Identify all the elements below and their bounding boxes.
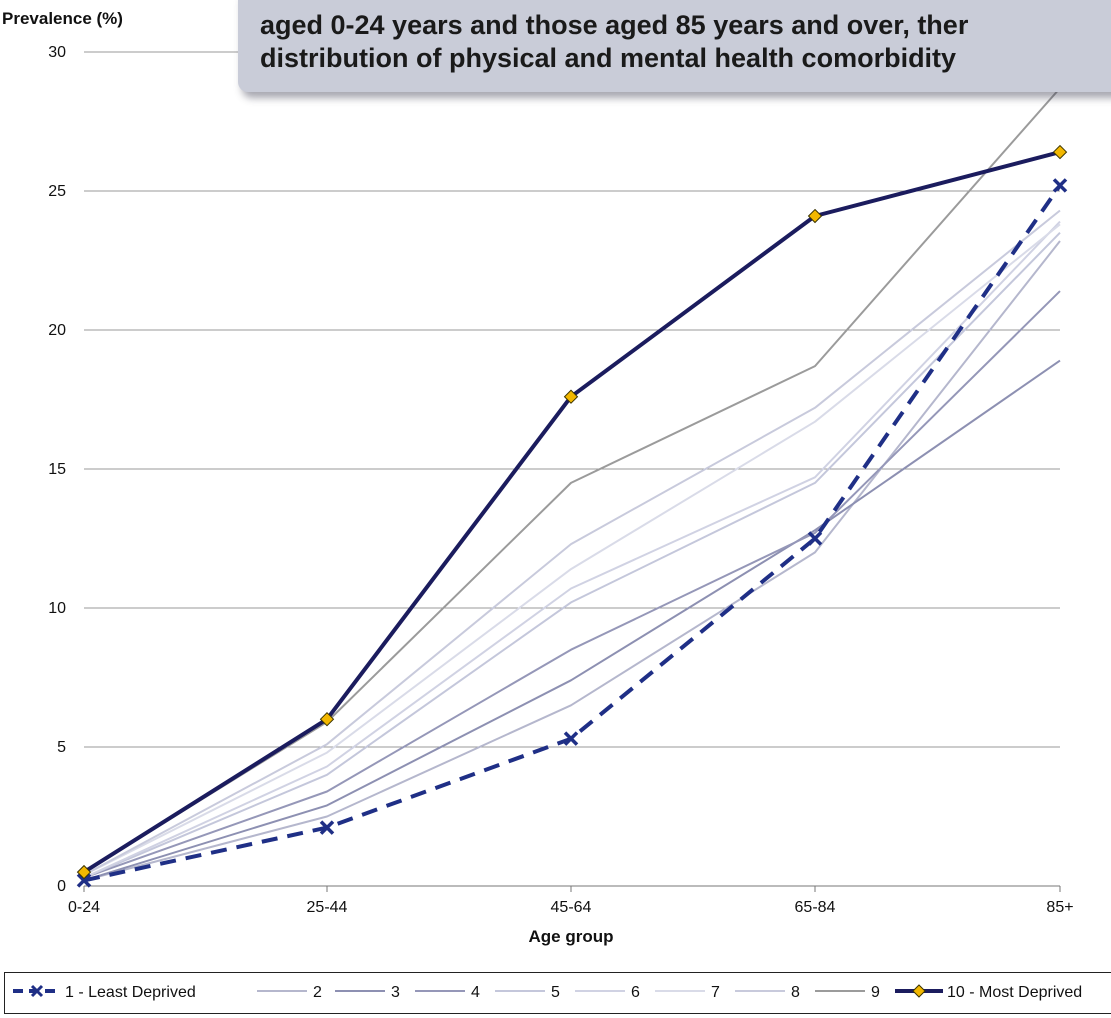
marker-stroke — [1052, 178, 1068, 193]
x-tick-label: 85+ — [1046, 899, 1073, 916]
legend-entry: 4 — [415, 984, 480, 1001]
data-point-marker — [563, 389, 579, 404]
legend-label: 10 - Most Deprived — [947, 984, 1082, 1001]
data-point-marker — [319, 820, 335, 835]
data-point-marker — [319, 711, 335, 727]
y-axis-title: Prevalence (%) — [2, 9, 123, 28]
y-tick-label: 25 — [48, 183, 66, 200]
marker-stroke — [807, 531, 823, 546]
x-tick-label: 45-64 — [551, 899, 592, 916]
series-line-1 — [83, 184, 1062, 883]
series-line-9 — [83, 87, 1061, 873]
legend-entry: 8 — [735, 984, 800, 1001]
series-line-5 — [83, 232, 1061, 879]
legend-entry: 7 — [655, 984, 720, 1001]
y-tick-label: 15 — [48, 461, 66, 478]
legend-label: 4 — [471, 984, 480, 1001]
series-line-3 — [83, 359, 1061, 882]
data-point-marker — [807, 208, 823, 224]
marker-stroke — [319, 820, 335, 835]
data-point-marker — [807, 531, 823, 546]
legend-label: 9 — [871, 984, 880, 1001]
legend-label: 7 — [711, 984, 720, 1001]
legend-entry: 3 — [335, 984, 400, 1001]
series-line-2 — [83, 240, 1061, 882]
legend-label: 8 — [791, 984, 800, 1001]
data-point-marker — [1052, 144, 1068, 160]
legend-entries: 1 - Least Deprived 2 3 4 5 6 7 8 9 10 - Most Depr… — [13, 984, 1082, 1001]
marker-stroke — [76, 873, 92, 888]
x-tick-label: 65-84 — [795, 899, 836, 916]
callout-line-2: distribution of physical and mental heal… — [260, 43, 957, 73]
callout-box: aged 0-24 years and those aged 85 years … — [238, 0, 1111, 92]
data-point-marker — [76, 864, 92, 880]
legend-entry: 6 — [575, 984, 640, 1001]
legend-marker — [30, 984, 44, 998]
legend-entry: 5 — [495, 984, 560, 1001]
series-line-7 — [83, 223, 1061, 876]
legend-label: 6 — [631, 984, 640, 1001]
marker-stroke — [563, 731, 579, 746]
legend-entry: 10 - Most Deprived — [895, 984, 1082, 1001]
legend-label: 2 — [313, 984, 322, 1001]
x-tick-label: 0-24 — [68, 899, 100, 916]
x-axis-title: Age group — [529, 927, 614, 946]
legend-entry: 1 - Least Deprived — [13, 984, 196, 1001]
y-tick-label: 10 — [48, 600, 66, 617]
legend-marker — [912, 984, 926, 998]
legend-entry: 2 — [257, 984, 322, 1001]
x-tick-label: 25-44 — [307, 899, 348, 916]
legend: 1 - Least Deprived 2 3 4 5 6 7 8 9 10 - Most Depr… — [4, 972, 1111, 1014]
y-tick-label: 5 — [57, 739, 66, 756]
legend-entry: 9 — [815, 984, 880, 1001]
legend-label: 3 — [391, 984, 400, 1001]
series-line-8 — [83, 209, 1061, 876]
data-point-marker — [76, 873, 92, 888]
callout-line-1: aged 0-24 years and those aged 85 years … — [260, 10, 969, 40]
legend-label: 5 — [551, 984, 560, 1001]
series-line-10 — [82, 150, 1061, 874]
x-axis: 0-24 25-44 45-64 65-84 85+ — [68, 885, 1074, 916]
y-tick-label: 20 — [48, 322, 66, 339]
y-tick-label: 30 — [48, 44, 66, 61]
series-lines — [76, 87, 1068, 888]
series-line-6 — [83, 220, 1061, 879]
legend-label: 1 - Least Deprived — [65, 984, 196, 1001]
series-line-4 — [83, 290, 1061, 879]
data-point-marker — [563, 731, 579, 746]
y-axis: 0 5 10 15 20 25 30 — [48, 44, 66, 895]
y-tick-label: 0 — [57, 878, 66, 895]
data-point-marker — [1052, 178, 1068, 193]
